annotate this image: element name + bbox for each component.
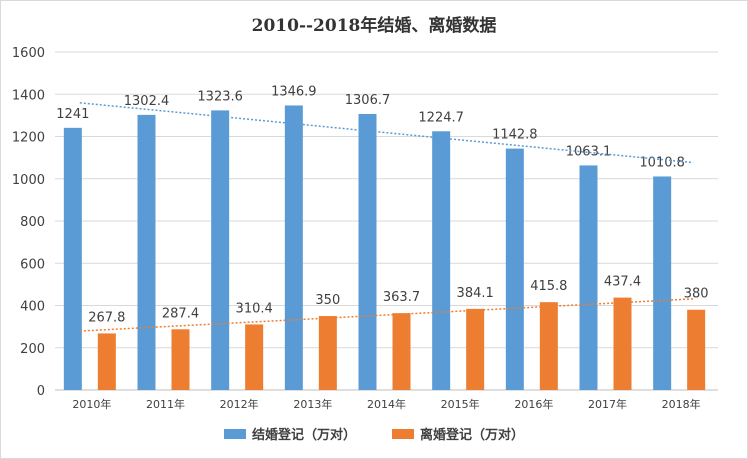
x-tick-label: 2015年 <box>441 397 480 411</box>
data-label-marriage: 1241 <box>56 107 89 122</box>
bar-marriage <box>284 105 303 390</box>
data-label-marriage: 1306.7 <box>345 93 391 108</box>
bar-divorce <box>539 302 558 390</box>
data-label-marriage: 1323.6 <box>197 89 243 104</box>
bar-divorce <box>245 324 264 390</box>
y-tick-label: 600 <box>20 257 45 272</box>
y-tick-label: 1200 <box>12 131 45 146</box>
data-label-marriage: 1010.8 <box>639 155 685 170</box>
data-label-divorce: 363.7 <box>383 290 420 305</box>
x-tick-label: 2011年 <box>146 397 185 411</box>
y-tick-label: 200 <box>20 342 45 357</box>
trendline-marriage <box>79 102 694 164</box>
data-label-divorce: 310.4 <box>236 301 273 316</box>
x-tick-label: 2014年 <box>367 397 406 411</box>
bar-marriage <box>505 148 524 390</box>
chart-area: 0 200 400 600 800 1000 1200 1400 1600 1241 267.8 20… <box>12 46 718 411</box>
bar-divorce <box>466 308 485 390</box>
bar-marriage <box>358 113 377 390</box>
x-tick-label: 2012年 <box>220 397 259 411</box>
bar-divorce <box>171 329 190 390</box>
y-tick-label: 1600 <box>12 46 45 61</box>
data-label-marriage: 1063.1 <box>566 144 612 159</box>
bar-marriage <box>579 165 598 390</box>
bar-marriage <box>432 131 451 391</box>
data-label-marriage: 1224.7 <box>418 110 464 125</box>
legend-swatch-divorce <box>392 428 414 439</box>
data-label-divorce: 384.1 <box>457 286 494 301</box>
y-tick-label: 1000 <box>12 173 45 188</box>
data-label-divorce: 380 <box>684 287 709 302</box>
y-tick-label: 800 <box>20 215 45 230</box>
data-label-divorce: 287.4 <box>162 306 199 321</box>
legend-label-marriage: 结婚登记（万对） <box>251 428 356 443</box>
bar-divorce <box>318 316 337 390</box>
x-tick-label: 2016年 <box>514 397 553 411</box>
legend-item-marriage: 结婚登记（万对） <box>223 424 356 443</box>
data-label-marriage: 1346.9 <box>271 84 317 99</box>
legend: 结婚登记（万对） 离婚登记（万对） <box>0 424 748 443</box>
y-tick-label: 400 <box>20 300 45 315</box>
legend-item-divorce: 离婚登记（万对） <box>392 424 524 443</box>
y-tick-label: 0 <box>37 384 45 399</box>
data-label-marriage: 1142.8 <box>492 128 538 143</box>
x-tick-label: 2017年 <box>588 397 627 411</box>
data-label-divorce: 350 <box>315 293 340 308</box>
chart-title: 2010--2018年结婚、离婚数据 <box>251 16 497 36</box>
x-tick-label: 2010年 <box>72 397 111 411</box>
bar-marriage <box>211 110 230 391</box>
bar-marriage <box>137 114 156 391</box>
bar-divorce <box>613 297 632 390</box>
bar-divorce <box>392 313 411 390</box>
bar-divorce <box>687 309 706 390</box>
x-tick-label: 2013年 <box>293 397 332 411</box>
data-label-divorce: 437.4 <box>604 275 641 290</box>
bar-marriage <box>63 127 82 391</box>
data-label-marriage: 1302.4 <box>124 94 170 109</box>
data-label-divorce: 267.8 <box>88 310 125 325</box>
bar-divorce <box>97 333 116 390</box>
bar-marriage <box>653 176 672 390</box>
x-tick-label: 2018年 <box>662 397 701 411</box>
y-tick-label: 1400 <box>12 88 45 103</box>
legend-label-divorce: 离婚登记（万对） <box>420 428 525 443</box>
data-label-divorce: 415.8 <box>530 279 567 294</box>
legend-swatch-marriage <box>223 428 246 439</box>
